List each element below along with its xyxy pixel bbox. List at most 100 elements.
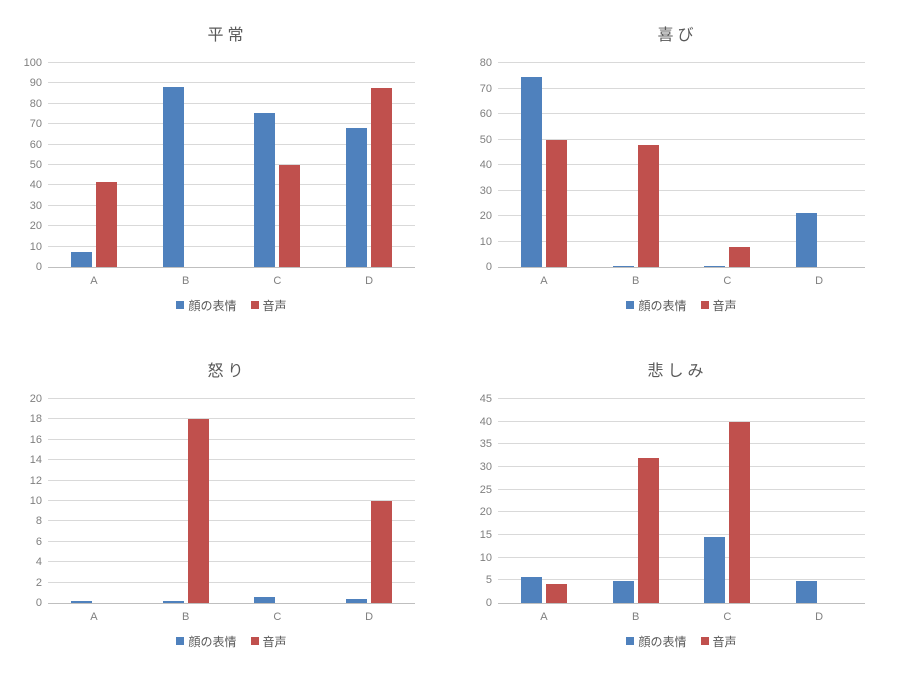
x-category-label: B <box>181 611 190 623</box>
bar-音声-B <box>188 419 209 603</box>
y-tick-label: 30 <box>29 199 42 212</box>
legend-swatch-icon <box>700 637 709 645</box>
legend-item: 音声 <box>700 297 737 314</box>
legend-item: 音声 <box>250 297 287 314</box>
gridline <box>498 534 865 535</box>
bar-顔の表情-B <box>163 86 184 267</box>
gridline <box>48 184 415 186</box>
bar-顔の表情-D <box>346 598 367 603</box>
y-tick-label: 20 <box>29 220 42 233</box>
y-tick-label: 0 <box>35 597 42 609</box>
y-tick-label: 4 <box>35 556 42 569</box>
legend-label: 音声 <box>262 298 287 313</box>
gridline <box>498 138 865 140</box>
gridline <box>48 82 415 84</box>
chart-title: 平常 <box>207 27 248 44</box>
bar-顔の表情-D <box>796 581 817 603</box>
y-tick-label: 6 <box>35 535 42 548</box>
gridline <box>48 143 415 145</box>
y-tick-label: 2 <box>35 576 42 589</box>
y-tick-label: 0 <box>485 597 492 609</box>
y-tick-label: 10 <box>29 495 42 507</box>
bar-音声-B <box>638 457 659 603</box>
chart-sadness: 悲しみ 顔の表情 音声 0 5 10 15 20 25 30 35 40 45 A B C D <box>450 336 900 673</box>
y-tick-label: 10 <box>479 551 492 564</box>
x-category-label: A <box>540 275 548 287</box>
bar-顔の表情-C <box>704 265 725 267</box>
legend: 顔の表情 音声 <box>48 634 415 649</box>
y-tick-label: 35 <box>479 438 492 451</box>
legend: 顔の表情 音声 <box>48 297 415 314</box>
y-tick-label: 70 <box>479 82 492 95</box>
bar-音声-D <box>371 501 392 603</box>
gridline <box>498 398 865 399</box>
gridline <box>498 511 865 513</box>
y-tick-label: 8 <box>35 515 42 528</box>
y-tick-label: 0 <box>35 261 42 273</box>
legend-swatch-icon <box>626 637 635 645</box>
bar-音声-A <box>96 182 117 267</box>
y-tick-label: 20 <box>479 506 492 519</box>
y-tick-label: 10 <box>479 235 492 248</box>
gridline <box>498 240 865 242</box>
y-tick-label: 30 <box>479 461 492 473</box>
plot-area <box>48 398 415 604</box>
y-tick-label: 40 <box>29 179 42 192</box>
gridline <box>498 556 865 558</box>
x-category-label: D <box>815 611 824 623</box>
gridline <box>48 123 415 125</box>
gridline <box>498 87 865 89</box>
x-category-label: B <box>631 611 640 623</box>
gridline <box>498 443 865 445</box>
legend-swatch-icon <box>626 301 635 309</box>
legend-item: 音声 <box>700 633 737 650</box>
y-tick-label: 50 <box>479 133 492 146</box>
bar-顔の表情-A <box>521 577 542 603</box>
legend: 顔の表情 音声 <box>498 297 865 314</box>
y-tick-label: 14 <box>29 454 42 467</box>
gridline <box>48 561 415 563</box>
x-category-label: A <box>90 611 98 623</box>
bar-音声-C <box>279 165 300 267</box>
gridline <box>498 420 865 422</box>
gridline <box>48 500 415 501</box>
chart-title: 悲しみ <box>647 363 708 380</box>
bar-音声-D <box>371 87 392 267</box>
y-tick-label: 40 <box>479 415 492 428</box>
x-category-label: C <box>723 611 732 623</box>
legend-swatch-icon <box>250 301 259 309</box>
gridline <box>48 459 415 461</box>
gridline <box>48 164 415 165</box>
legend: 顔の表情 音声 <box>498 633 865 650</box>
y-tick-label: 12 <box>29 474 42 487</box>
gridline <box>48 479 415 481</box>
gridline <box>48 102 415 104</box>
y-tick-label: 40 <box>479 159 492 171</box>
y-tick-label: 18 <box>29 413 42 426</box>
bar-音声-A <box>546 584 567 603</box>
gridline <box>48 418 415 420</box>
gridline <box>498 62 865 63</box>
legend-label: 顔の表情 <box>188 634 237 649</box>
legend-swatch-icon <box>176 301 185 309</box>
y-tick-label: 25 <box>479 483 492 496</box>
legend-item: 顔の表情 <box>176 297 237 314</box>
y-tick-label: 50 <box>29 159 42 171</box>
gridline <box>48 540 415 542</box>
chart-title: 喜び <box>657 27 698 44</box>
bar-顔の表情-C <box>254 113 275 267</box>
bar-顔の表情-A <box>521 77 542 267</box>
y-tick-label: 10 <box>29 240 42 253</box>
y-tick-label: 60 <box>29 138 42 151</box>
bar-顔の表情-C <box>704 537 725 603</box>
bar-音声-B <box>638 144 659 267</box>
gridline <box>48 398 415 399</box>
legend-label: 顔の表情 <box>638 298 687 313</box>
bar-音声-C <box>729 246 750 267</box>
gridline <box>498 113 865 114</box>
legend-label: 音声 <box>712 298 737 313</box>
bar-音声-A <box>546 139 567 267</box>
y-tick-label: 70 <box>29 118 42 131</box>
legend-swatch-icon <box>176 637 185 645</box>
y-tick-label: 16 <box>29 433 42 446</box>
